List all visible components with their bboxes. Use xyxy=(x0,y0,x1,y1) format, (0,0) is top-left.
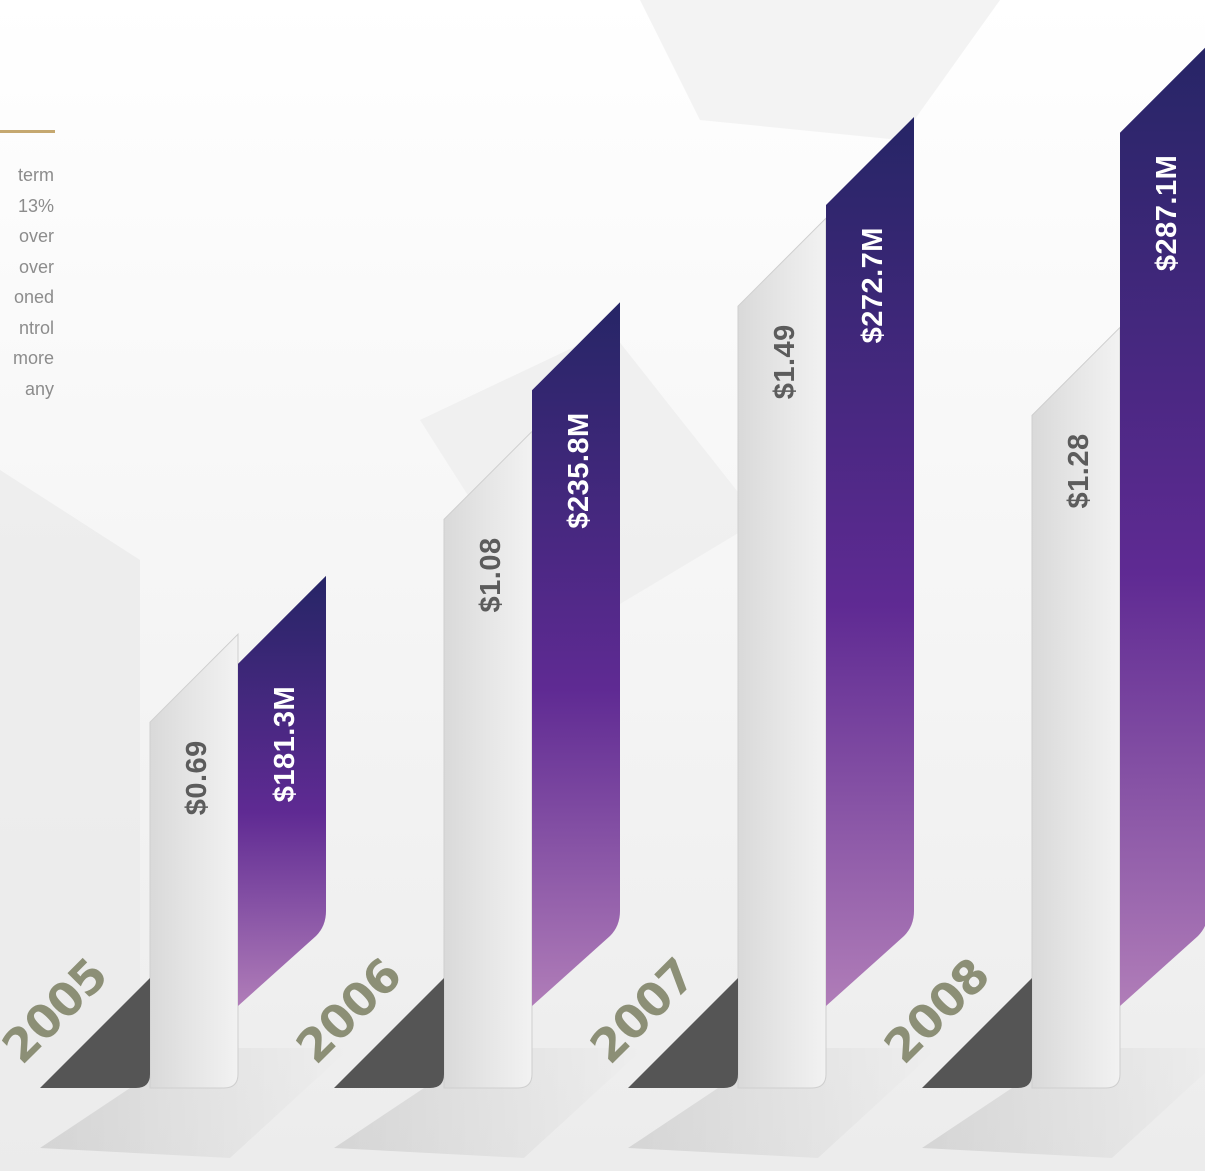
revenue-bar-2007 xyxy=(826,117,914,1006)
bar-shadow xyxy=(334,1048,644,1158)
bar-shadow xyxy=(40,1048,350,1158)
intro-paragraph: term 13% over over oned ntrol more any xyxy=(13,160,54,404)
eps-bar-2005 xyxy=(149,632,239,1089)
intro-line: over xyxy=(18,226,54,246)
revenue-label: $287.1M xyxy=(1151,155,1183,271)
revenue-bar-2005 xyxy=(238,575,326,1006)
eps-label: $1.49 xyxy=(769,324,801,399)
year-tab xyxy=(40,978,150,1088)
intro-line: ntrol xyxy=(18,317,54,338)
eps-bar-2008 xyxy=(1031,326,1121,1089)
eps-bar-2007 xyxy=(737,216,827,1089)
year-tab xyxy=(334,978,444,1088)
bar-shadow xyxy=(628,1048,938,1158)
bar-shadow xyxy=(922,1048,1205,1158)
eps-label: $0.69 xyxy=(181,740,213,815)
intro-line: 13% xyxy=(17,195,54,216)
revenue-label: $181.3M xyxy=(269,686,301,802)
revenue-label: $235.8M xyxy=(563,412,595,528)
revenue-label: $272.7M xyxy=(857,227,889,343)
intro-line: oned xyxy=(13,287,54,307)
revenue-bar-2008 xyxy=(1120,47,1205,1006)
intro-line: any xyxy=(24,378,54,399)
intro-line: more xyxy=(12,348,54,368)
year-tab xyxy=(922,978,1032,1088)
eps-label: $1.08 xyxy=(475,537,507,612)
eps-label: $1.28 xyxy=(1063,433,1095,508)
intro-line: term xyxy=(18,165,54,185)
eps-bar-2006 xyxy=(443,430,533,1089)
intro-line: over xyxy=(18,256,54,277)
accent-rule xyxy=(0,130,55,133)
year-tab xyxy=(628,978,738,1088)
revenue-bar-2006 xyxy=(532,302,620,1006)
